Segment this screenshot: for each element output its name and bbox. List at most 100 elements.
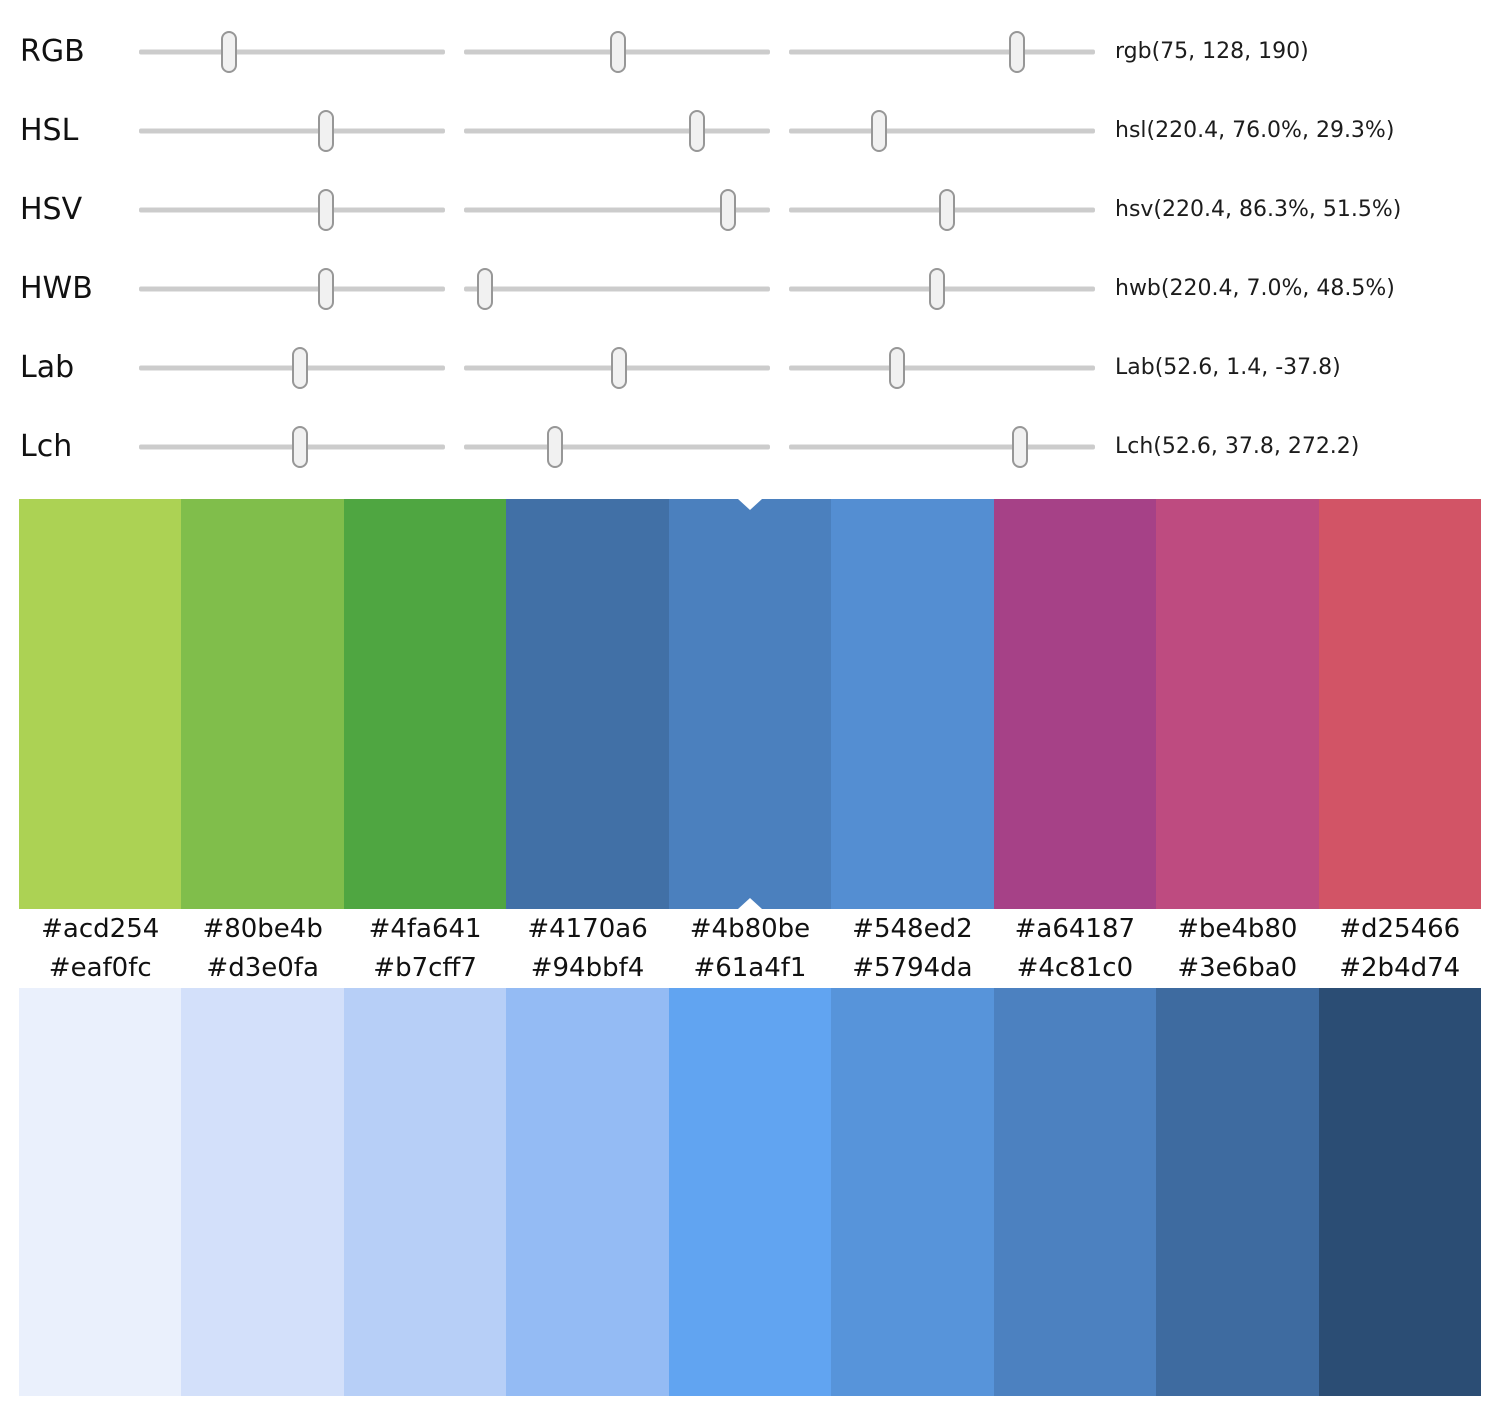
color-model-label: HSV [20, 192, 83, 227]
hex-label: #b7cff7 [373, 953, 477, 984]
slider-channel-1[interactable] [139, 29, 445, 75]
slider-channel-1[interactable] [139, 345, 445, 391]
slider-track[interactable] [464, 128, 770, 133]
slider-thumb[interactable] [938, 188, 955, 231]
slider-channel-3[interactable] [789, 108, 1095, 154]
slider-channel-1[interactable] [139, 424, 445, 470]
palette-swatch[interactable] [831, 988, 994, 1396]
hex-label: #4170a6 [527, 913, 648, 944]
slider-track[interactable] [789, 49, 1095, 54]
slider-row-lab: Lab Lab(52.6, 1.4, -37.8) [20, 328, 1501, 407]
palette-swatch[interactable] [668, 499, 832, 909]
palette-swatch[interactable] [668, 988, 832, 1396]
slider-track[interactable] [789, 365, 1095, 370]
hex-label: #be4b80 [1177, 913, 1298, 944]
slider-group [139, 345, 1095, 391]
slider-row-hwb: HWB hwb(220.4, 7.0%, 48.5%) [20, 249, 1501, 328]
slider-thumb[interactable] [688, 109, 705, 152]
slider-thumb[interactable] [609, 30, 626, 73]
slider-channel-3[interactable] [789, 266, 1095, 312]
color-value-text: rgb(75, 128, 190) [1115, 39, 1309, 64]
hex-label: #5794da [852, 953, 973, 984]
slider-track[interactable] [139, 207, 445, 212]
palette-swatch[interactable] [1318, 499, 1481, 909]
slider-channel-3[interactable] [789, 187, 1095, 233]
slider-thumb[interactable] [318, 109, 335, 152]
palette-swatch[interactable] [506, 988, 669, 1396]
color-value-text: Lch(52.6, 37.8, 272.2) [1115, 434, 1360, 459]
hex-label: #4c81c0 [1016, 953, 1134, 984]
slider-row-hsv: HSV hsv(220.4, 86.3%, 51.5%) [20, 170, 1501, 249]
shades-palette [19, 988, 1481, 1396]
slider-channel-2[interactable] [464, 108, 770, 154]
scale-hex-labels: #acd254 #80be4b #4fa641 #4170a6 #4b80be #548e… [19, 909, 1481, 949]
slider-row-lch: Lch Lch(52.6, 37.8, 272.2) [20, 407, 1501, 486]
slider-thumb[interactable] [318, 267, 335, 310]
slider-section: RGB rgb(75, 128, 190) HSL hsl(220.4, 76.0%,… [0, 0, 1501, 486]
palette-swatch[interactable] [181, 499, 344, 909]
shades-hex-labels: #eaf0fc #d3e0fa #b7cff7 #94bbf4 #61a4f1 #5794… [19, 949, 1481, 989]
color-model-label: Lab [20, 350, 75, 385]
hex-label: #2b4d74 [1339, 953, 1461, 984]
slider-thumb[interactable] [1008, 30, 1025, 73]
slider-channel-1[interactable] [139, 108, 445, 154]
slider-thumb[interactable] [1012, 425, 1029, 468]
color-value-text: hwb(220.4, 7.0%, 48.5%) [1115, 276, 1395, 301]
hex-label: #4b80be [689, 913, 811, 944]
slider-channel-3[interactable] [789, 424, 1095, 470]
palette-swatch[interactable] [19, 499, 182, 909]
slider-track[interactable] [789, 444, 1095, 449]
palette-swatch[interactable] [1156, 988, 1319, 1396]
slider-thumb[interactable] [318, 188, 335, 231]
slider-track[interactable] [139, 128, 445, 133]
slider-thumb[interactable] [870, 109, 887, 152]
slider-track[interactable] [139, 49, 445, 54]
hex-label: #548ed2 [852, 913, 973, 944]
slider-track[interactable] [464, 286, 770, 291]
slider-thumb[interactable] [220, 30, 237, 73]
slider-track[interactable] [464, 207, 770, 212]
slider-group [139, 266, 1095, 312]
slider-channel-1[interactable] [139, 187, 445, 233]
palette-swatch[interactable] [1156, 499, 1319, 909]
palette-swatch[interactable] [831, 499, 994, 909]
slider-thumb[interactable] [477, 267, 494, 310]
slider-channel-1[interactable] [139, 266, 445, 312]
hex-label: #d3e0fa [206, 953, 319, 984]
slider-channel-2[interactable] [464, 187, 770, 233]
slider-group [139, 424, 1095, 470]
slider-thumb[interactable] [889, 346, 906, 389]
slider-thumb[interactable] [291, 425, 308, 468]
slider-channel-2[interactable] [464, 345, 770, 391]
palette-swatch[interactable] [19, 988, 182, 1396]
slider-thumb[interactable] [291, 346, 308, 389]
palette-swatch[interactable] [506, 499, 669, 909]
slider-thumb[interactable] [929, 267, 946, 310]
color-value-text: Lab(52.6, 1.4, -37.8) [1115, 355, 1341, 380]
slider-track[interactable] [789, 128, 1095, 133]
slider-track[interactable] [464, 444, 770, 449]
slider-thumb[interactable] [720, 188, 737, 231]
slider-track[interactable] [139, 286, 445, 291]
slider-channel-2[interactable] [464, 29, 770, 75]
hex-label: #eaf0fc [48, 953, 152, 984]
color-value-text: hsl(220.4, 76.0%, 29.3%) [1115, 118, 1395, 143]
palette-swatch[interactable] [993, 988, 1157, 1396]
palette-swatch[interactable] [343, 988, 507, 1396]
slider-channel-3[interactable] [789, 29, 1095, 75]
slider-channel-2[interactable] [464, 424, 770, 470]
slider-row-hsl: HSL hsl(220.4, 76.0%, 29.3%) [20, 91, 1501, 170]
color-model-label: HWB [20, 271, 93, 306]
hex-label: #4fa641 [368, 913, 482, 944]
hex-label: #3e6ba0 [1177, 953, 1298, 984]
hex-label: #d25466 [1339, 913, 1461, 944]
slider-channel-2[interactable] [464, 266, 770, 312]
palette-swatch[interactable] [181, 988, 344, 1396]
color-value-text: hsv(220.4, 86.3%, 51.5%) [1115, 197, 1402, 222]
palette-swatch[interactable] [343, 499, 507, 909]
palette-swatch[interactable] [993, 499, 1157, 909]
slider-thumb[interactable] [547, 425, 564, 468]
palette-swatch[interactable] [1318, 988, 1481, 1396]
slider-channel-3[interactable] [789, 345, 1095, 391]
slider-thumb[interactable] [611, 346, 628, 389]
